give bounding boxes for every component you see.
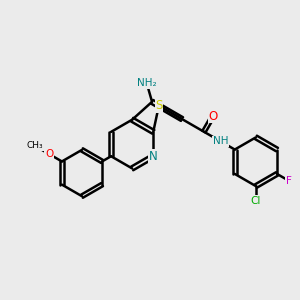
Text: Cl: Cl: [251, 196, 261, 206]
Text: O: O: [208, 110, 218, 123]
Text: NH: NH: [213, 136, 228, 146]
Text: CH₃: CH₃: [27, 141, 43, 150]
Text: F: F: [286, 176, 292, 186]
Text: O: O: [45, 149, 53, 159]
Text: NH₂: NH₂: [137, 78, 157, 88]
Text: S: S: [155, 99, 163, 112]
Text: N: N: [149, 150, 158, 163]
